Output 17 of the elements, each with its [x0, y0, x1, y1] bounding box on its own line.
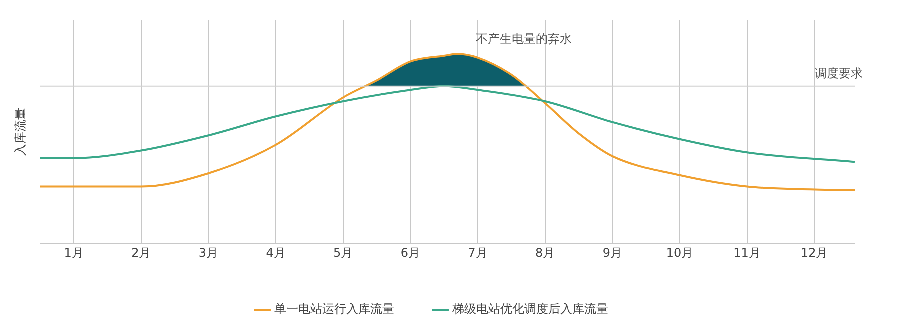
x-tick-label: 10月: [666, 246, 694, 260]
x-tick-label: 7月: [468, 246, 488, 260]
x-tick-label: 8月: [535, 246, 556, 260]
x-tick-label: 3月: [198, 246, 219, 260]
x-tick-label: 11月: [734, 246, 761, 260]
x-tick-label: 6月: [400, 246, 420, 260]
annotation: 不产生电量的弃水: [476, 32, 572, 46]
x-tick-label: 4月: [266, 246, 286, 260]
y-axis-title: 入库流量: [13, 108, 28, 156]
x-tick-label: 12月: [800, 246, 828, 260]
x-tick-label: 2月: [132, 246, 152, 260]
legend-label: 单一电站运行入库流量: [274, 302, 394, 316]
x-tick-label: 9月: [602, 246, 622, 260]
x-tick-label: 1月: [64, 246, 84, 260]
legend-label: 梯级电站优化调度后入库流量: [452, 302, 608, 316]
ref-line-label: 调度要求: [815, 66, 863, 80]
x-tick-label: 5月: [334, 246, 354, 260]
